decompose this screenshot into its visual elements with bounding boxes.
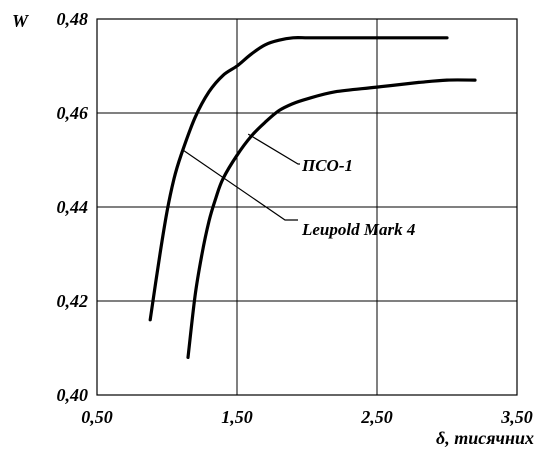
y-tick-label: 0,44: [57, 197, 89, 217]
series-line-pso-1: [186, 78, 477, 359]
y-tick-label: 0,42: [57, 291, 89, 311]
x-axis-label: δ, тисячних: [436, 428, 534, 448]
annotation-leaders: [183, 133, 300, 221]
y-tick-label: 0,48: [57, 9, 89, 29]
y-tick-labels: 0,40 0,42 0,44 0,46 0,48: [57, 9, 89, 405]
y-axis-label: W: [12, 11, 30, 31]
y-tick-label: 0,46: [57, 103, 89, 123]
x-tick-label: 3,50: [500, 407, 533, 427]
x-tick-label: 1,50: [221, 407, 253, 427]
y-tick-label: 0,40: [57, 385, 89, 405]
plot-frame: [96, 18, 518, 396]
series-line-leupold-mark-4: [148, 36, 449, 322]
x-tick-label: 0,50: [81, 407, 113, 427]
series-layer: [148, 36, 477, 359]
annotation-label-leupold: Leupold Mark 4: [301, 220, 415, 239]
annotation-label-pso1: ПСО-1: [301, 156, 353, 175]
x-tick-label: 2,50: [360, 407, 393, 427]
leader-line-pso1: [247, 133, 300, 165]
x-tick-labels: 0,50 1,50 2,50 3,50: [81, 407, 533, 427]
grid: [97, 19, 517, 395]
leader-line-leupold: [183, 150, 298, 221]
